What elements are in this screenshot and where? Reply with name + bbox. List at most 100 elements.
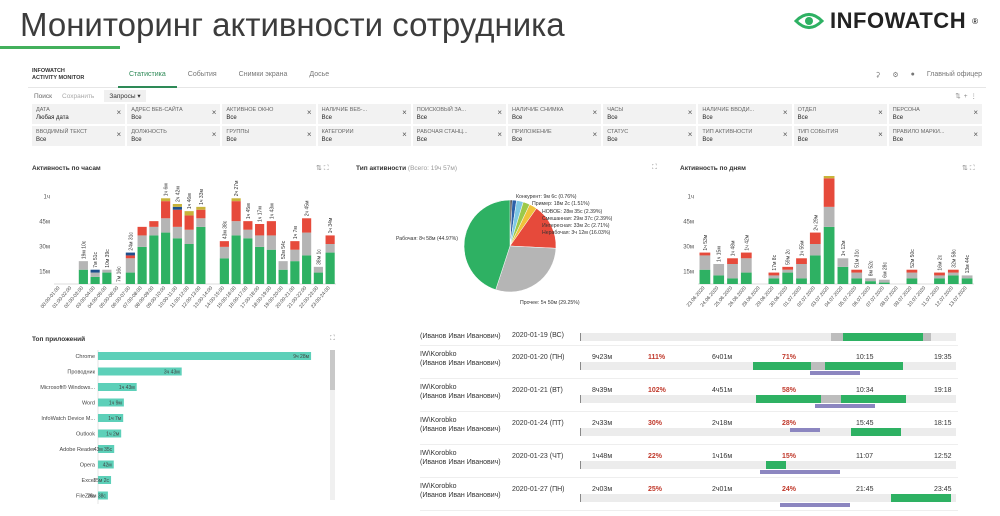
timeline-activity-strip bbox=[580, 395, 956, 403]
filter-field[interactable]: ТИП АКТИВНОСТИ Все × bbox=[698, 126, 792, 146]
timeline-user: IW\Korobko (Иванов Иван Иванович) bbox=[420, 383, 510, 401]
filter-label: СТАТУС bbox=[607, 129, 629, 135]
type-chart-title: Тип активности (Всего: 19ч 57м) bbox=[356, 165, 457, 172]
filter-field[interactable]: ДАТА Любая дата × bbox=[32, 104, 126, 124]
bar-value-label: 1ч 46м bbox=[187, 193, 193, 209]
timeline-row[interactable]: IW\Korobko (Иванов Иван Иванович) 2020-01-… bbox=[420, 412, 958, 445]
pie-label: Рабочая: 8ч 58м (44.97%) bbox=[396, 236, 458, 242]
bell-icon[interactable]: ⚳ bbox=[875, 71, 881, 79]
app-bar-value: 42м bbox=[103, 463, 113, 469]
filter-field[interactable]: АДРЕС ВЕБ-САЙТА Все × bbox=[127, 104, 221, 124]
apps-chart-expand-icon[interactable]: ⛶ bbox=[330, 335, 335, 342]
timeline-login: IW\Korobko bbox=[420, 450, 457, 457]
clear-icon[interactable]: × bbox=[211, 130, 217, 139]
clear-icon[interactable]: × bbox=[592, 108, 598, 117]
timeline-total-percent: 30% bbox=[648, 420, 663, 427]
filter-field[interactable]: АКТИВНОЕ ОКНО Все × bbox=[222, 104, 316, 124]
clear-icon[interactable]: × bbox=[878, 108, 883, 117]
filter-label: АДРЕС ВЕБ-САЙТА bbox=[131, 107, 183, 113]
y-tick-label: 30м bbox=[39, 245, 50, 251]
timeline-event-marks bbox=[810, 371, 860, 375]
app-brand[interactable]: INFOWATCH ACTIVITY MONITOR bbox=[28, 68, 118, 82]
filter-field[interactable]: ДОЛЖНОСТЬ Все × bbox=[127, 126, 221, 146]
filter-field[interactable]: НАЛИЧИЕ ВВОДИ... Все × bbox=[698, 104, 792, 124]
clear-icon[interactable]: × bbox=[592, 130, 598, 139]
filter-field[interactable]: ГРУППЫ Все × bbox=[222, 126, 316, 146]
bar-segment bbox=[823, 176, 835, 179]
filter-field[interactable]: КАТЕГОРИИ Все × bbox=[317, 126, 411, 146]
clear-icon[interactable]: × bbox=[116, 130, 122, 139]
timeline-end-time: 19:18 bbox=[934, 387, 952, 394]
clear-icon[interactable]: × bbox=[878, 130, 883, 139]
bar-value-label: 6м 28с bbox=[882, 262, 888, 278]
app-bar-value: 3ч 43м bbox=[164, 370, 180, 376]
app-name-label: Opera bbox=[80, 463, 96, 469]
tab-dossier[interactable]: Досье bbox=[309, 70, 330, 78]
timeline-activity-strip bbox=[580, 494, 956, 502]
timeline-row[interactable]: IW\Korobko (Иванов Иван Иванович) 2020-01-… bbox=[420, 346, 958, 379]
bar-value-label: 1ч 6м bbox=[164, 183, 170, 197]
timeline-end-time: 18:15 bbox=[934, 420, 952, 427]
clear-icon[interactable]: × bbox=[306, 130, 312, 139]
timeline-total-time: 1ч48м bbox=[592, 453, 613, 460]
filter-field[interactable]: ПРАВИЛО МАРКИ... Все × bbox=[888, 126, 982, 146]
timeline-row[interactable]: IW\Korobko (Иванов Иван Иванович) 2020-01-… bbox=[420, 478, 958, 511]
filter-field[interactable]: ВВОДИМЫЙ ТЕКСТ Все × bbox=[32, 126, 126, 146]
filter-field[interactable]: НАЛИЧИЕ СНИМКА Все × bbox=[507, 104, 602, 124]
queries-dropdown[interactable]: Запросы ▾ bbox=[104, 90, 146, 102]
timeline-start-time: 21:45 bbox=[856, 486, 874, 493]
filter-field[interactable]: ПЕРСОНА Все × bbox=[888, 104, 982, 124]
user-avatar-icon[interactable]: ● bbox=[910, 71, 915, 78]
filter-field[interactable]: ОТДЕЛ Все × bbox=[793, 104, 887, 124]
clear-icon[interactable]: × bbox=[782, 130, 788, 139]
hours-chart-tools-icon[interactable]: ⇅ ⛶ bbox=[316, 165, 329, 172]
bar-value-label: 2ч 29м bbox=[813, 214, 819, 230]
filter-label: НАЛИЧИЕ ВЕБ-... bbox=[321, 107, 368, 113]
filter-value: Все bbox=[416, 137, 428, 143]
timeline-login: IW\Korobko bbox=[420, 417, 457, 424]
filter-field[interactable]: ТИП СОБЫТИЯ Все × bbox=[793, 126, 887, 146]
bar-segment bbox=[290, 249, 300, 262]
pie-slice bbox=[509, 208, 557, 249]
clear-icon[interactable]: × bbox=[497, 108, 502, 117]
clear-icon[interactable]: × bbox=[306, 108, 312, 117]
filter-field[interactable]: НАЛИЧИЕ ВЕБ-... Все × bbox=[317, 104, 411, 124]
y-tick-label: 15м bbox=[683, 270, 694, 276]
filter-field[interactable]: ПОИСКОВЫЙ ЗА... Все × bbox=[412, 104, 506, 124]
clear-icon[interactable]: × bbox=[687, 130, 693, 139]
filter-value: Любая дата bbox=[36, 115, 69, 121]
search-button[interactable]: Поиск bbox=[34, 92, 53, 100]
clear-icon[interactable]: × bbox=[116, 108, 122, 117]
clear-icon[interactable]: × bbox=[402, 108, 407, 117]
app-window: INFOWATCH ACTIVITY MONITOR Статистика Со… bbox=[28, 62, 986, 514]
filter-field[interactable]: ЧАСЫ Все × bbox=[603, 104, 697, 124]
tab-events[interactable]: События bbox=[187, 70, 217, 78]
filter-field[interactable]: СТАТУС Все × bbox=[603, 126, 697, 146]
clear-icon[interactable]: × bbox=[973, 108, 978, 117]
filter-field[interactable]: РАБОЧАЯ СТАНЦ... Все × bbox=[412, 126, 506, 146]
bar-segment bbox=[243, 238, 253, 284]
clear-icon[interactable]: × bbox=[782, 108, 788, 117]
save-button[interactable]: Сохранить bbox=[62, 92, 95, 100]
timeline-segment bbox=[766, 461, 786, 469]
bar-segment bbox=[302, 232, 312, 256]
clear-icon[interactable]: × bbox=[687, 108, 693, 117]
timeline-row[interactable]: (Иванов Иван Иванович) 2020-01-19 (ВС) bbox=[420, 330, 958, 346]
clear-icon[interactable]: × bbox=[973, 130, 978, 139]
gear-icon[interactable]: ⚙ bbox=[892, 71, 899, 79]
filter-field[interactable]: ПРИЛОЖЕНИЕ Все × bbox=[507, 126, 602, 146]
tab-statistics[interactable]: Статистика bbox=[118, 62, 177, 88]
clear-icon[interactable]: × bbox=[497, 130, 502, 139]
type-chart-expand-icon[interactable]: ⛶ bbox=[652, 164, 657, 171]
user-name[interactable]: Главный офицер bbox=[926, 71, 982, 78]
timeline-segment bbox=[851, 428, 901, 436]
bar-segment bbox=[699, 269, 711, 284]
clear-icon[interactable]: × bbox=[402, 130, 407, 139]
timeline-row[interactable]: IW\Korobko (Иванов Иван Иванович) 2020-01-… bbox=[420, 445, 958, 478]
days-chart-tools-icon[interactable]: ⇅ ⛶ bbox=[962, 165, 975, 172]
clear-icon[interactable]: × bbox=[211, 108, 217, 117]
toolbar-icons[interactable]: ⇅+⋮ bbox=[955, 93, 980, 100]
timeline-total-percent: 25% bbox=[648, 486, 663, 493]
tab-screenshots[interactable]: Снимки экрана bbox=[238, 70, 288, 78]
timeline-row[interactable]: IW\Korobko (Иванов Иван Иванович) 2020-01-… bbox=[420, 379, 958, 412]
